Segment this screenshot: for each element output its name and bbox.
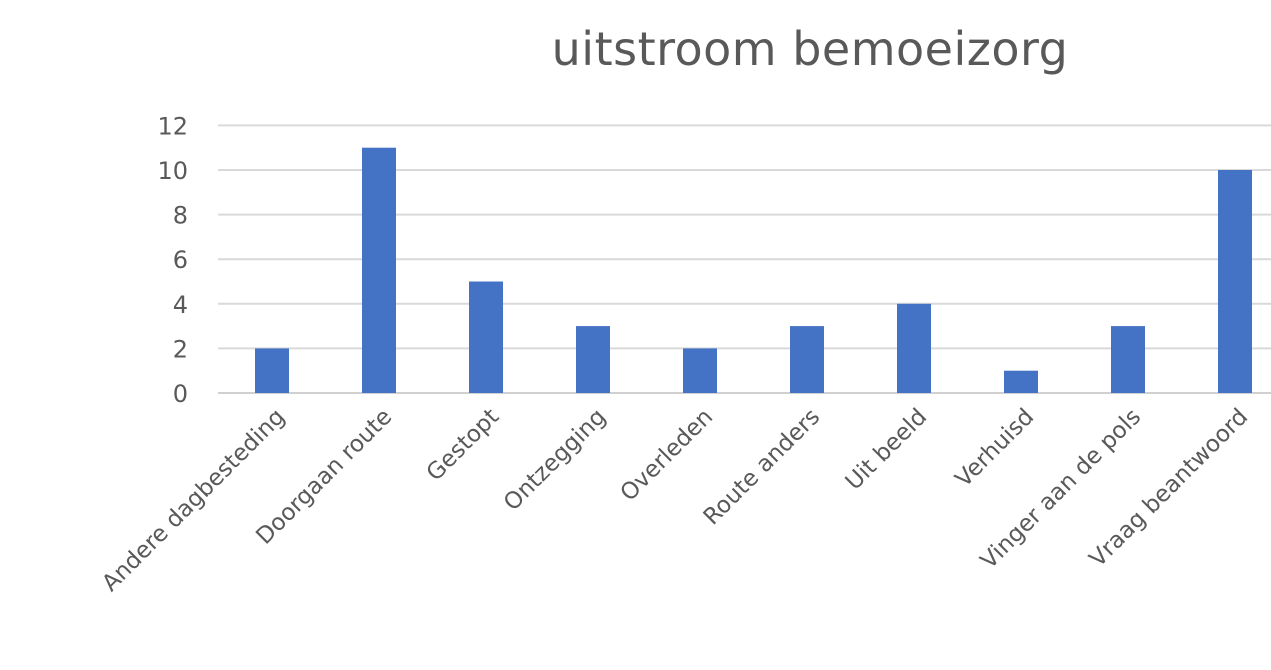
x-tick-label: Route anders	[699, 404, 826, 531]
bar	[576, 326, 610, 393]
bar	[1111, 326, 1145, 393]
bar	[790, 326, 824, 393]
y-tick-label: 6	[173, 246, 188, 274]
x-tick-label: Gestopt	[422, 404, 504, 486]
y-tick-label: 0	[173, 380, 188, 408]
bar	[469, 281, 503, 393]
chart-title: uitstroom bemoeizorg	[551, 22, 1069, 76]
bar	[255, 348, 289, 393]
x-tick-label: Ontzegging	[499, 404, 611, 516]
y-tick-label: 2	[173, 335, 188, 363]
y-axis-ticks: 0 2 4 6 8 10 12	[157, 112, 188, 408]
bar	[683, 348, 717, 393]
x-tick-label: Verhuisd	[951, 404, 1040, 493]
x-tick-label: Overleden	[616, 404, 719, 507]
y-tick-label: 4	[173, 291, 188, 319]
y-tick-label: 12	[157, 112, 188, 140]
y-tick-label: 8	[173, 202, 188, 230]
bar	[1004, 370, 1038, 393]
bar	[1218, 170, 1252, 393]
bar	[362, 147, 396, 393]
x-tick-label: Andere dagbesteding	[97, 404, 290, 597]
y-tick-label: 10	[157, 157, 188, 185]
bars	[255, 147, 1252, 393]
bar	[897, 303, 931, 393]
x-tick-label: Uit beeld	[841, 404, 933, 496]
